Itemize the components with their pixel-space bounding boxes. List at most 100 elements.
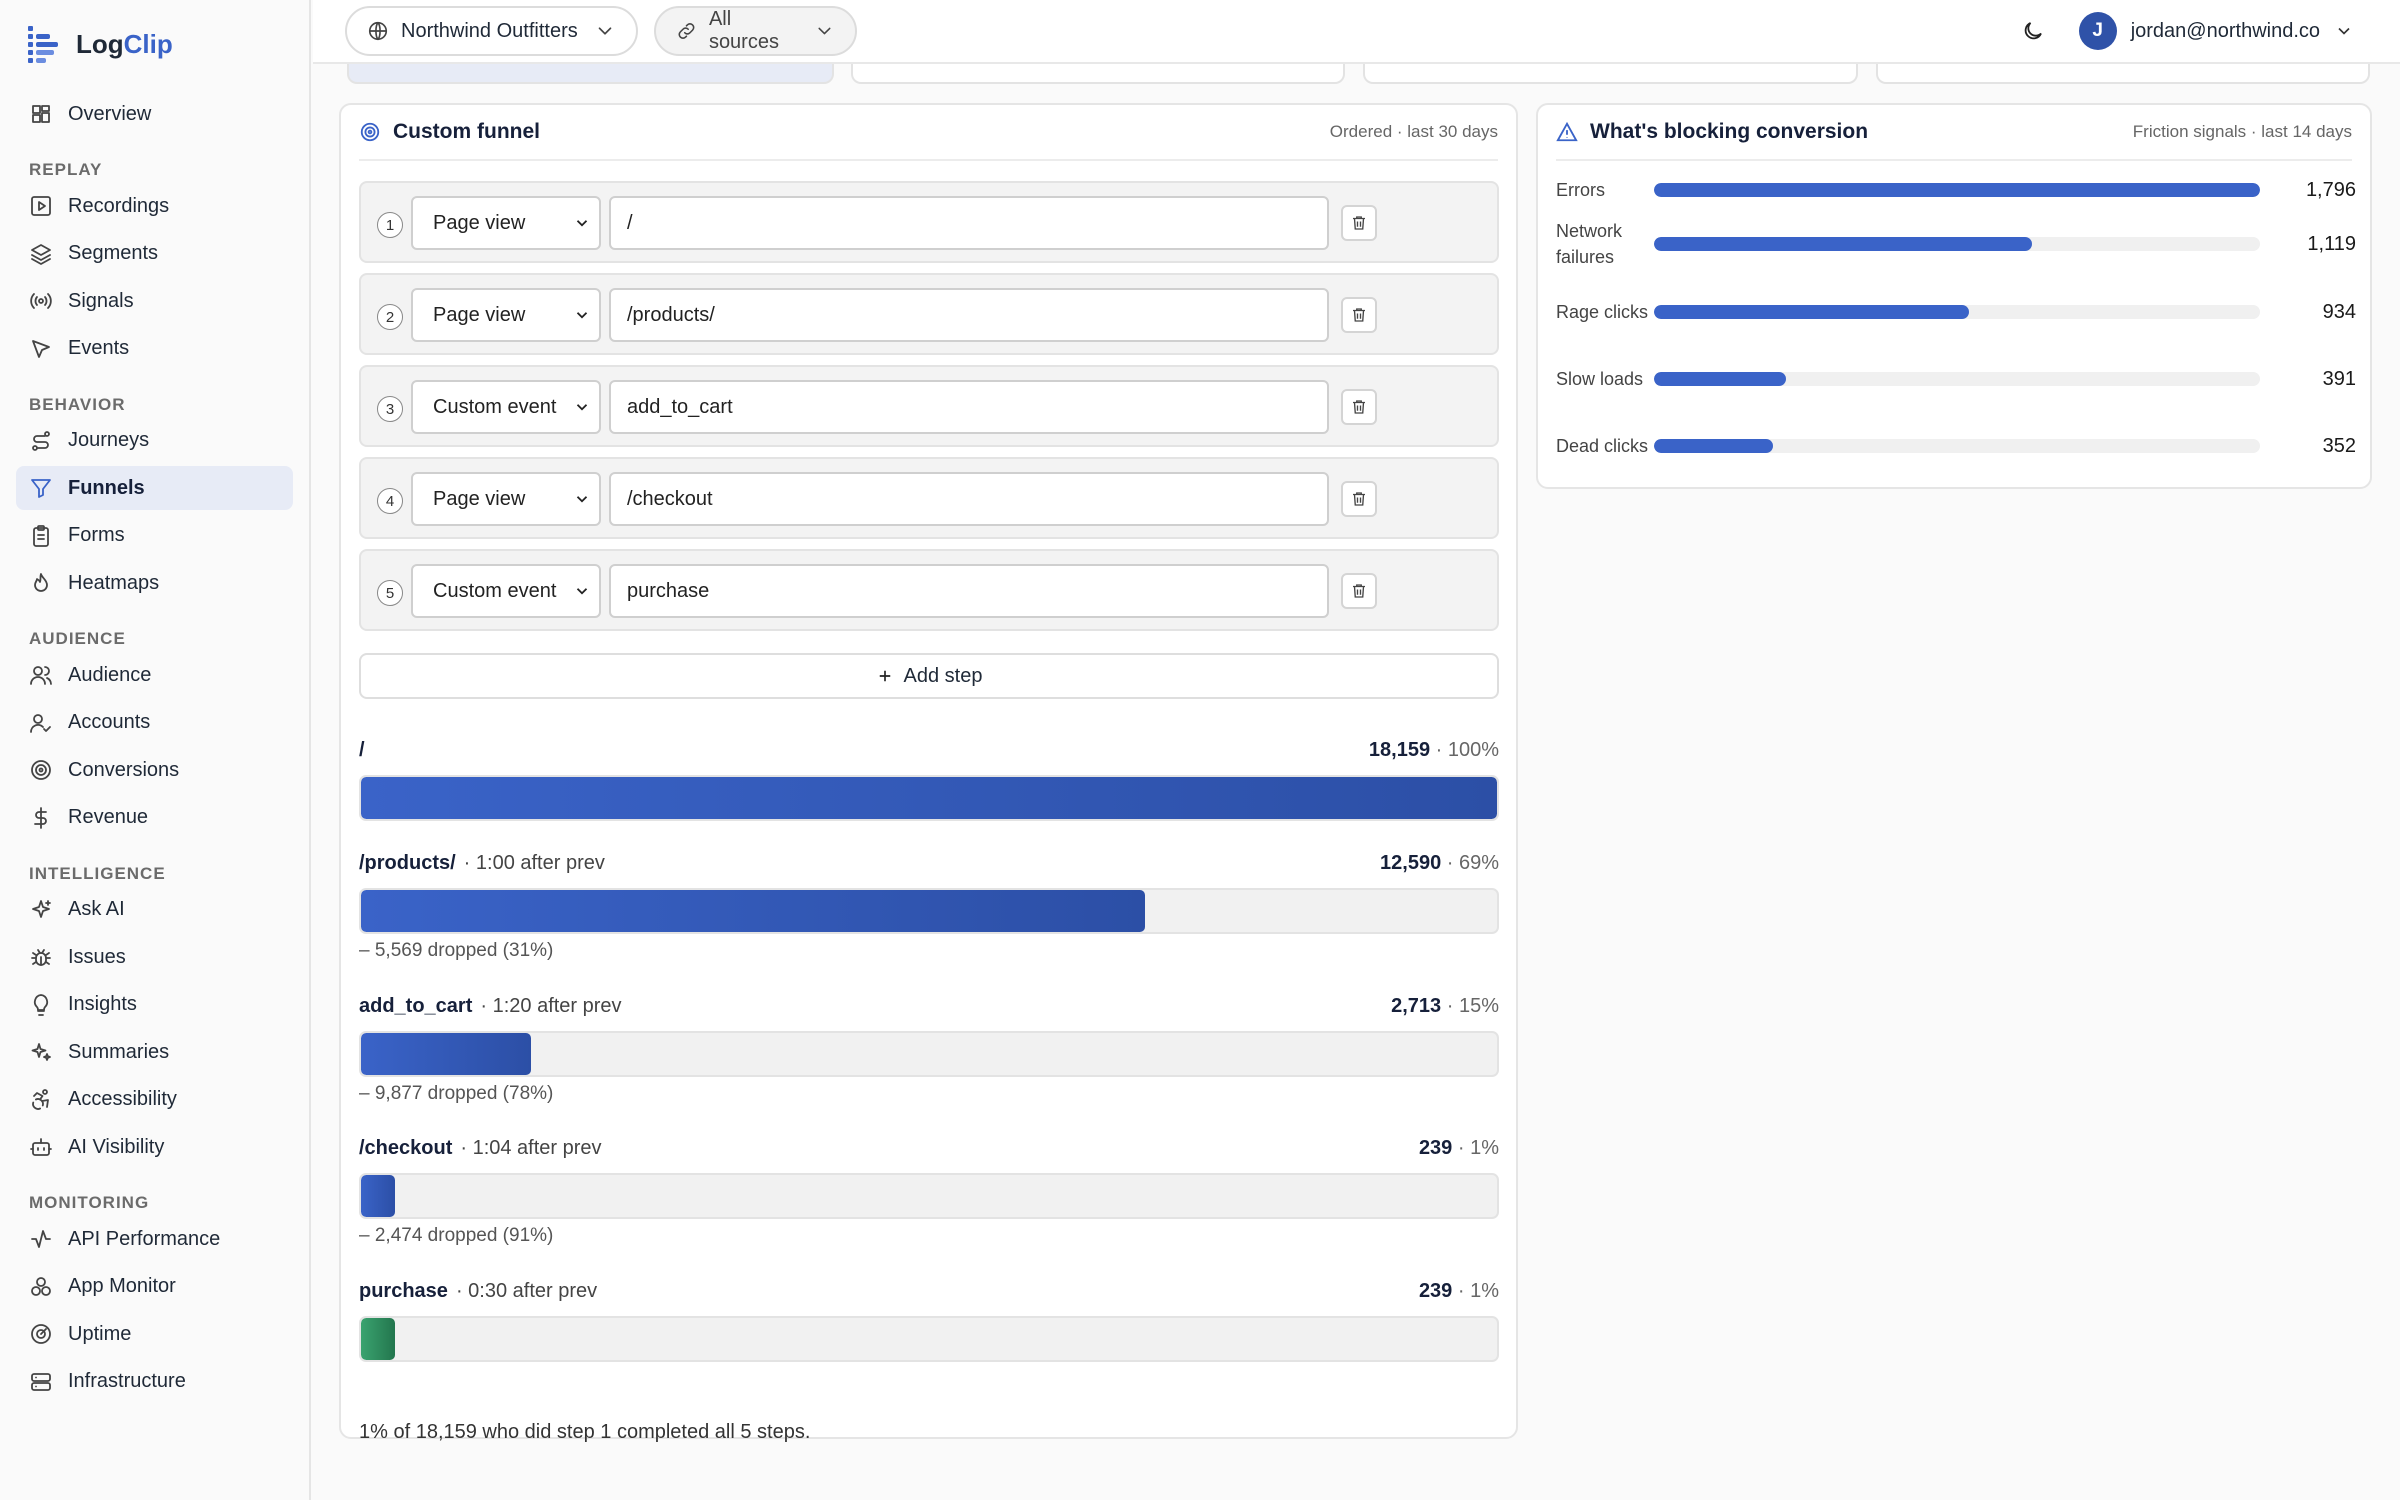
sidebar-item-funnels[interactable]: Funnels xyxy=(16,466,293,510)
blocking-card-header: What's blocking conversion Friction sign… xyxy=(1556,105,2352,161)
friction-row[interactable]: Network failures 1,119 xyxy=(1556,217,2356,271)
delete-step-button[interactable] xyxy=(1341,205,1377,241)
add-step-button[interactable]: Add step xyxy=(359,653,1499,699)
stat-card-stub xyxy=(347,64,834,84)
funnel-card-header: Custom funnel Ordered · last 30 days xyxy=(359,105,1498,161)
add-step-label: Add step xyxy=(903,664,983,687)
sidebar-item-events[interactable]: Events xyxy=(16,327,293,371)
sidebar-item-audience[interactable]: Audience xyxy=(16,653,293,697)
moon-icon[interactable] xyxy=(2021,19,2045,43)
sidebar-item-signals[interactable]: Signals xyxy=(16,279,293,323)
stage-bar-track[interactable] xyxy=(359,888,1499,934)
sidebar-item-label: Heatmaps xyxy=(68,571,160,594)
stage-after: · 1:04 after prev xyxy=(460,1136,602,1159)
stage-count: 18,159 · 100% xyxy=(1368,738,1499,761)
funnel-meta: Ordered · last 30 days xyxy=(1329,122,1498,141)
sidebar-item-label: Issues xyxy=(68,945,126,968)
target-icon xyxy=(29,758,53,782)
stage-header: purchase · 0:30 after prev 239 · 1% xyxy=(359,1278,1499,1304)
sidebar-item-revenue[interactable]: Revenue xyxy=(16,796,293,840)
friction-row[interactable]: Errors 1,796 xyxy=(1556,163,2356,217)
sidebar: LogClip Overview REPLAY Recordings Segmen… xyxy=(0,0,311,1500)
stage-label: /products/ xyxy=(359,851,456,874)
friction-bar-fill xyxy=(1654,237,2032,251)
friction-value: 1,119 xyxy=(2307,232,2356,255)
sidebar-item-label: Infrastructure xyxy=(68,1370,186,1392)
sidebar-item-segments[interactable]: Segments xyxy=(16,232,293,276)
sidebar-item-accessibility[interactable]: Accessibility xyxy=(16,1078,293,1122)
sidebar-item-api-performance[interactable]: API Performance xyxy=(16,1217,293,1261)
sidebar-item-label: Recordings xyxy=(68,194,170,217)
chevron-down-icon xyxy=(818,27,831,35)
stat-card-stub xyxy=(851,64,1345,84)
friction-bar-fill xyxy=(1654,305,1970,319)
sidebar-item-conversions[interactable]: Conversions xyxy=(16,748,293,792)
step-type-select[interactable]: Page view xyxy=(411,472,601,526)
sidebar-item-ask-ai[interactable]: Ask AI xyxy=(16,888,293,932)
friction-row[interactable]: Dead clicks 352 xyxy=(1556,419,2356,473)
logo[interactable]: LogClip xyxy=(0,0,309,88)
link-icon xyxy=(678,23,695,39)
sidebar-item-ai-visibility[interactable]: AI Visibility xyxy=(16,1125,293,1169)
friction-row[interactable]: Rage clicks 934 xyxy=(1556,285,2356,339)
friction-bar-fill xyxy=(1654,372,1787,386)
stage-bar-track[interactable] xyxy=(359,1173,1499,1219)
user-email: jordan@northwind.co xyxy=(2130,19,2320,42)
stage-bar-fill xyxy=(361,1318,396,1360)
sidebar-section-title: INTELLIGENCE xyxy=(29,863,166,883)
chevron-down-icon xyxy=(2338,27,2350,35)
sidebar-item-label: Overview xyxy=(68,102,152,125)
stage-bar-track[interactable] xyxy=(359,775,1499,821)
lightbulb-icon xyxy=(29,993,53,1017)
route-icon xyxy=(29,429,53,453)
sources-filter[interactable]: All sources xyxy=(654,6,857,56)
sidebar-item-app-monitor[interactable]: App Monitor xyxy=(16,1265,293,1309)
sidebar-item-label: API Performance xyxy=(68,1227,221,1250)
stage-count: 2,713 · 15% xyxy=(1391,994,1499,1017)
sidebar-item-label: Funnels xyxy=(68,476,145,499)
grid-icon xyxy=(29,102,53,126)
delete-step-button[interactable] xyxy=(1341,389,1377,425)
step-value-input[interactable]: /products/ xyxy=(609,288,1329,342)
step-type-select[interactable]: Custom event xyxy=(411,380,601,434)
delete-step-button[interactable] xyxy=(1341,573,1377,609)
friction-label: Network failures xyxy=(1556,221,1623,267)
sidebar-item-label: Segments xyxy=(68,242,159,264)
sidebar-item-journeys[interactable]: Journeys xyxy=(16,419,293,463)
stage-bar-fill xyxy=(361,1033,532,1075)
user-menu[interactable]: J jordan@northwind.co xyxy=(2078,12,2354,50)
step-type-select[interactable]: Custom event xyxy=(411,564,601,618)
delete-step-button[interactable] xyxy=(1341,481,1377,517)
workspace-name: Northwind Outfitters xyxy=(401,19,578,42)
stage-bar-track[interactable] xyxy=(359,1316,1499,1362)
trash-icon xyxy=(1353,492,1365,506)
friction-row[interactable]: Slow loads 391 xyxy=(1556,352,2356,406)
step-value-input[interactable]: add_to_cart xyxy=(609,380,1329,434)
delete-step-button[interactable] xyxy=(1341,297,1377,333)
step-value-input[interactable]: / xyxy=(609,196,1329,250)
sidebar-item-infrastructure[interactable]: Infrastructure xyxy=(16,1360,293,1404)
sidebar-item-issues[interactable]: Issues xyxy=(16,935,293,979)
step-value-input[interactable]: /checkout xyxy=(609,472,1329,526)
step-type-select[interactable]: Page view xyxy=(411,196,601,250)
sidebar-item-recordings[interactable]: Recordings xyxy=(16,184,293,228)
custom-funnel-card: Custom funnel Ordered · last 30 days 1 P… xyxy=(339,103,1518,1443)
sidebar-item-overview[interactable]: Overview xyxy=(16,92,293,136)
sidebar-item-forms[interactable]: Forms xyxy=(16,514,293,558)
sidebar-item-insights[interactable]: Insights xyxy=(16,983,293,1027)
stage-bar-track[interactable] xyxy=(359,1031,1499,1077)
friction-value: 1,796 xyxy=(2305,178,2356,201)
sidebar-item-accounts[interactable]: Accounts xyxy=(16,701,293,745)
step-number: 2 xyxy=(377,304,403,330)
step-value-input[interactable]: purchase xyxy=(609,564,1329,618)
blocking-title: What's blocking conversion xyxy=(1590,120,1869,143)
step-value-text: /checkout xyxy=(627,487,713,510)
step-type-select[interactable]: Page view xyxy=(411,288,601,342)
sidebar-item-heatmaps[interactable]: Heatmaps xyxy=(16,561,293,605)
sidebar-item-label: Uptime xyxy=(68,1322,132,1345)
sidebar-item-label: Summaries xyxy=(68,1040,170,1063)
trash-icon xyxy=(1353,584,1365,598)
workspace-selector[interactable]: Northwind Outfitters xyxy=(345,6,638,56)
sidebar-item-summaries[interactable]: Summaries xyxy=(16,1030,293,1074)
sidebar-item-uptime[interactable]: Uptime xyxy=(16,1312,293,1356)
